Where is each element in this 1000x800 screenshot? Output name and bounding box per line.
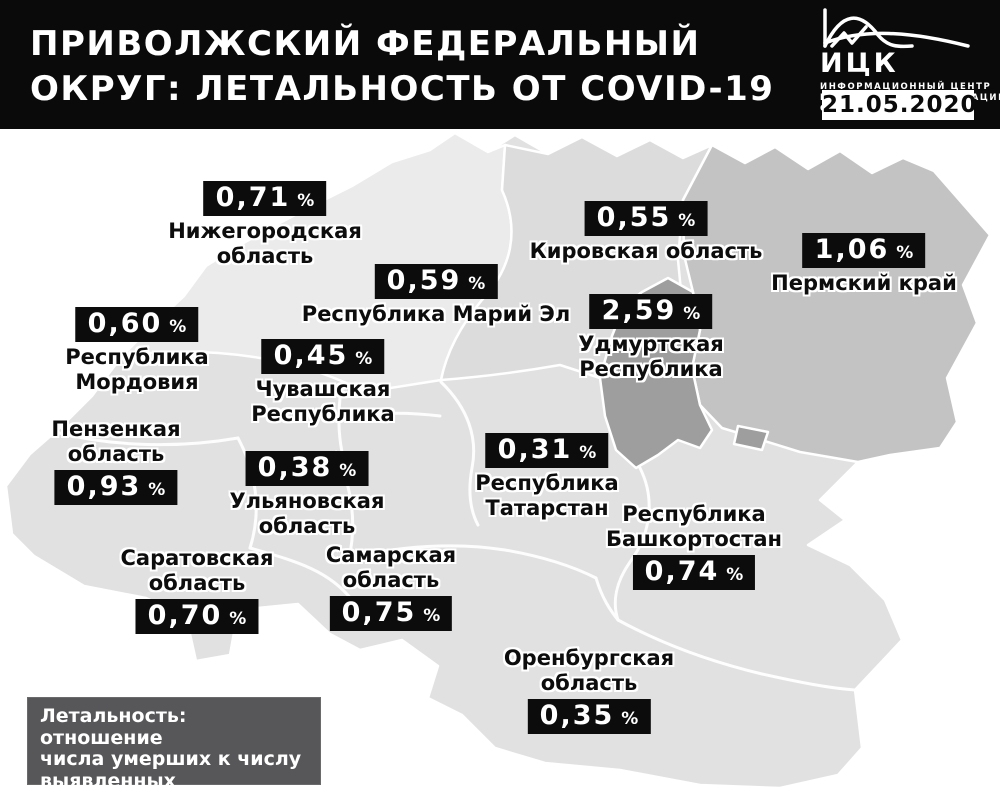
- value-badge: 0,60%: [75, 307, 199, 342]
- region-name: Республика Башкортостан: [605, 502, 783, 551]
- lethality-value: 0,70: [147, 600, 223, 631]
- region-name: Кировская область: [529, 239, 763, 263]
- percent-sign: %: [339, 461, 357, 481]
- value-badge: 0,55%: [584, 201, 708, 236]
- region-label-penzenskaya: 0,93% Пензенкая область: [51, 417, 181, 505]
- region-label-saratovskaya: 0,70% Саратовская область: [120, 546, 274, 634]
- region-label-mordovia: 0,60% Республика Мордовия: [65, 307, 209, 395]
- lethality-value: 0,60: [87, 308, 163, 339]
- lethality-value: 0,59: [386, 265, 462, 296]
- region-label-ulyanovskaya: 0,38% Ульяновская область: [229, 451, 385, 539]
- region-label-mariel: 0,59% Республика Марий Эл: [302, 264, 570, 327]
- percent-sign: %: [579, 443, 597, 463]
- value-badge: 0,31%: [485, 433, 609, 468]
- logo-abbr: ИЦК: [820, 48, 899, 79]
- value-badge: 0,93%: [54, 470, 178, 505]
- region-label-udmurtia: 2,59% Удмуртская Республика: [578, 294, 724, 382]
- district-map: [4, 131, 992, 790]
- value-badge: 0,74%: [632, 555, 756, 590]
- lethality-value: 0,75: [341, 597, 417, 628]
- value-badge: 1,06%: [802, 233, 926, 268]
- region-name: Удмуртская Республика: [578, 332, 724, 381]
- region-name: Оренбургская область: [503, 646, 675, 695]
- page-title-line1: ПРИВОЛЖСКИЙ ФЕДЕРАЛЬНЫЙ: [30, 24, 701, 64]
- lethality-value: 0,71: [215, 182, 291, 213]
- value-badge: 0,75%: [329, 596, 453, 631]
- region-name: Пермский край: [771, 271, 957, 295]
- region-label-orenburgskaya: 0,35% Оренбургская область: [504, 646, 674, 734]
- flatten-curve-icon: [823, 8, 970, 49]
- value-badge: 0,59%: [374, 264, 498, 299]
- region-name: Самарская область: [325, 543, 457, 592]
- region-label-kirovskaya: 0,55% Кировская область: [529, 201, 763, 264]
- percent-sign: %: [468, 274, 486, 294]
- region-name: Республика Мордовия: [65, 345, 209, 394]
- value-badge: 0,35%: [527, 699, 651, 734]
- region-label-permsky: 1,06% Пермский край: [771, 233, 957, 296]
- legend-note-line2: числа умерших к числу: [40, 748, 302, 770]
- percent-sign: %: [148, 480, 166, 500]
- lethality-value: 1,06: [814, 234, 890, 265]
- region-name: Чувашская Республика: [251, 377, 395, 426]
- region-label-nizhegorodskaya: 0,71% Нижегородская область: [168, 181, 362, 269]
- percent-sign: %: [355, 349, 373, 369]
- page-title-line2: ОКРУГ: ЛЕТАЛЬНОСТЬ ОТ COVID-19: [30, 69, 775, 109]
- date-badge: 21.05.2020: [822, 90, 978, 120]
- region-shape-udmurtia-fragment: [732, 424, 770, 452]
- lethality-value: 0,93: [66, 471, 142, 502]
- percent-sign: %: [229, 609, 247, 629]
- page-title: ПРИВОЛЖСКИЙ ФЕДЕРАЛЬНЫЙ ОКРУГ: ЛЕТАЛЬНОС…: [30, 22, 774, 112]
- region-name: Республика Татарстан: [475, 471, 619, 520]
- header: ПРИВОЛЖСКИЙ ФЕДЕРАЛЬНЫЙ ОКРУГ: ЛЕТАЛЬНОС…: [0, 0, 1000, 129]
- region-name: Нижегородская область: [168, 219, 362, 268]
- value-badge: 0,45%: [261, 339, 385, 374]
- region-name: Пензенкая область: [51, 417, 181, 466]
- region-name: Саратовская область: [120, 546, 274, 595]
- region-name: Республика Марий Эл: [301, 302, 571, 326]
- value-badge: 2,59%: [589, 294, 713, 329]
- legend-note: Летальность: отношение числа умерших к ч…: [27, 697, 321, 800]
- value-badge: 0,70%: [135, 599, 259, 634]
- legend-note-line1: Летальность: отношение: [40, 705, 187, 749]
- percent-sign: %: [169, 317, 187, 337]
- value-badge: 0,71%: [203, 181, 327, 216]
- region-label-samarskaya: 0,75% Самарская область: [326, 543, 456, 631]
- lethality-value: 0,31: [497, 434, 573, 465]
- percent-sign: %: [423, 606, 441, 626]
- percent-sign: %: [297, 191, 315, 211]
- percent-sign: %: [726, 565, 744, 585]
- region-name: Ульяновская область: [229, 489, 385, 538]
- legend-note-line3: выявленных заболевших: [40, 769, 176, 800]
- region-label-bashkortostan: 0,74% Республика Башкортостан: [606, 502, 782, 590]
- lethality-value: 0,74: [644, 556, 720, 587]
- percent-sign: %: [621, 709, 639, 729]
- lethality-value: 0,55: [596, 202, 672, 233]
- percent-sign: %: [678, 211, 696, 231]
- lethality-value: 0,45: [273, 340, 349, 371]
- lethality-value: 2,59: [601, 295, 677, 326]
- logo-subtitle-line1: ИНФОРМАЦИОННЫЙ ЦЕНТР: [820, 82, 992, 92]
- lethality-value: 0,38: [257, 452, 333, 483]
- region-shape-permsky: [681, 143, 992, 464]
- region-label-tatarstan: 0,31% Республика Татарстан: [475, 433, 619, 521]
- lethality-value: 0,35: [539, 700, 615, 731]
- region-label-chuvashia: 0,45% Чувашская Республика: [251, 339, 395, 427]
- percent-sign: %: [896, 243, 914, 263]
- value-badge: 0,38%: [245, 451, 369, 486]
- percent-sign: %: [683, 304, 701, 324]
